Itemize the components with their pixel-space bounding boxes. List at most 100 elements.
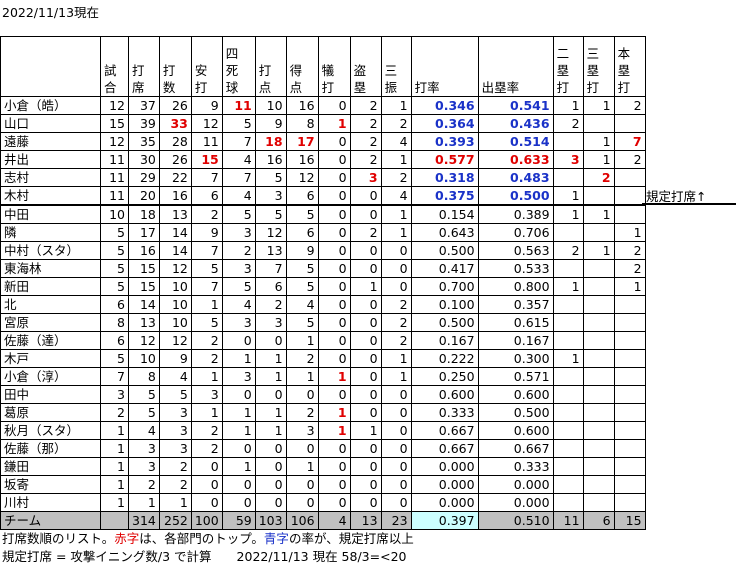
cell: 11 [100,186,129,206]
note-blue: 青字 [263,531,289,546]
name-cell: 新田 [0,277,101,296]
cell: 15 [128,259,160,278]
cell: 106 [285,511,319,530]
qualified-marker: 規定打席↑ [646,189,707,204]
cell: 2 [190,439,223,458]
row: 新田 5 15 10 7 5 6 5 0 1 0 0.700 0.800 1 1 [0,277,646,296]
row: 遠藤 12 35 28 11 7 18 17 0 2 4 0.393 0.514 1 7 [0,132,646,151]
cell: 2 [349,223,382,242]
header-text: 得点 [289,63,303,95]
cell: 4 [285,295,319,314]
cell: 1 [285,457,319,476]
cell: 7 [190,241,223,260]
row: 中田 10 18 13 2 5 5 5 0 0 1 0.154 0.389 1 1 [0,204,646,224]
header-text: 出塁率 [481,80,520,95]
cell: 1 [317,367,351,386]
cell: 20 [128,186,160,206]
cell: 2 [190,204,223,224]
cell: 0.364 [410,114,479,133]
cell: 26 [158,150,192,169]
cell: 3 [221,367,256,386]
header-text: 二塁打 [556,46,570,95]
cell: 2 [285,403,319,422]
cell: 2 [221,241,256,260]
name-cell: 隣 [0,223,101,242]
cell: 3 [128,457,160,476]
cell [613,313,646,332]
cell [613,114,646,133]
cell: 3 [221,223,256,242]
cell: 6 [285,223,319,242]
cell [582,493,615,512]
cell [613,186,646,206]
cell: 35 [128,132,160,151]
cell: 0.318 [410,168,479,187]
cell: 3 [158,421,192,440]
cell: 6 [582,511,615,530]
cell: 0.000 [410,493,479,512]
cell: 0 [317,96,351,115]
row: 志村 11 29 22 7 7 5 12 0 3 2 0.318 0.483 2 [0,168,646,187]
cell: 7 [221,168,256,187]
header-cell: 二塁打 [552,36,584,97]
cell: 0.600 [477,421,554,440]
cell: 0 [349,331,382,350]
cell: 4 [221,150,256,169]
cell: 1 [380,223,412,242]
cell: 12 [128,331,160,350]
cell [613,475,646,494]
cell [552,457,584,476]
cell: 1 [254,421,287,440]
cell: 1 [552,96,584,115]
row: チーム 314 252 100 59 103 106 4 13 23 0.397 0.510 11 6 15 [0,511,646,530]
cell: 5 [100,259,129,278]
cell: 1 [285,331,319,350]
cell: 0 [349,403,382,422]
header-text: 四死球 [225,46,239,95]
cell: 1 [190,367,223,386]
cell: 0 [317,204,351,224]
cell: 2 [158,457,192,476]
cell: 0 [317,313,351,332]
cell: 0.667 [410,439,479,458]
cell: 0 [190,457,223,476]
cell: 12 [285,168,319,187]
row: 鎌田 1 3 2 0 1 0 1 0 0 0 0.000 0.333 [0,457,646,476]
cell: 0.500 [410,313,479,332]
cell: 15 [100,114,129,133]
cell: 9 [190,96,223,115]
cell: 2 [380,295,412,314]
cell: 0 [190,475,223,494]
header-text: 三塁打 [586,46,600,95]
cell: 8 [285,114,319,133]
cell: 16 [254,150,287,169]
cell: 0 [349,439,382,458]
cell: 0.571 [477,367,554,386]
name-cell: 小倉（皓） [0,96,101,115]
cell: 103 [254,511,287,530]
cell: 16 [128,241,160,260]
header-cell: 試合 [100,36,129,97]
cell [613,385,646,404]
cell [582,403,615,422]
cell: 1 [380,204,412,224]
cell: 0 [349,385,382,404]
cell: 0 [380,403,412,422]
cell: 22 [158,168,192,187]
cell [552,132,584,151]
header-cell: 犠打 [317,36,351,97]
cell: 0.667 [477,439,554,458]
cell: 1 [582,150,615,169]
cell [552,439,584,458]
cell: 1 [100,457,129,476]
header-text: 打率 [414,80,440,95]
cell: 1 [380,96,412,115]
header-text: 盗塁 [353,63,367,95]
cell: 0.706 [477,223,554,242]
cell: 5 [221,114,256,133]
cell: 9 [285,241,319,260]
cell: 3 [128,439,160,458]
name-cell: チーム [0,511,101,530]
cell [582,313,615,332]
row: 山口 15 39 33 12 5 9 8 1 2 2 0.364 0.436 2 [0,114,646,133]
